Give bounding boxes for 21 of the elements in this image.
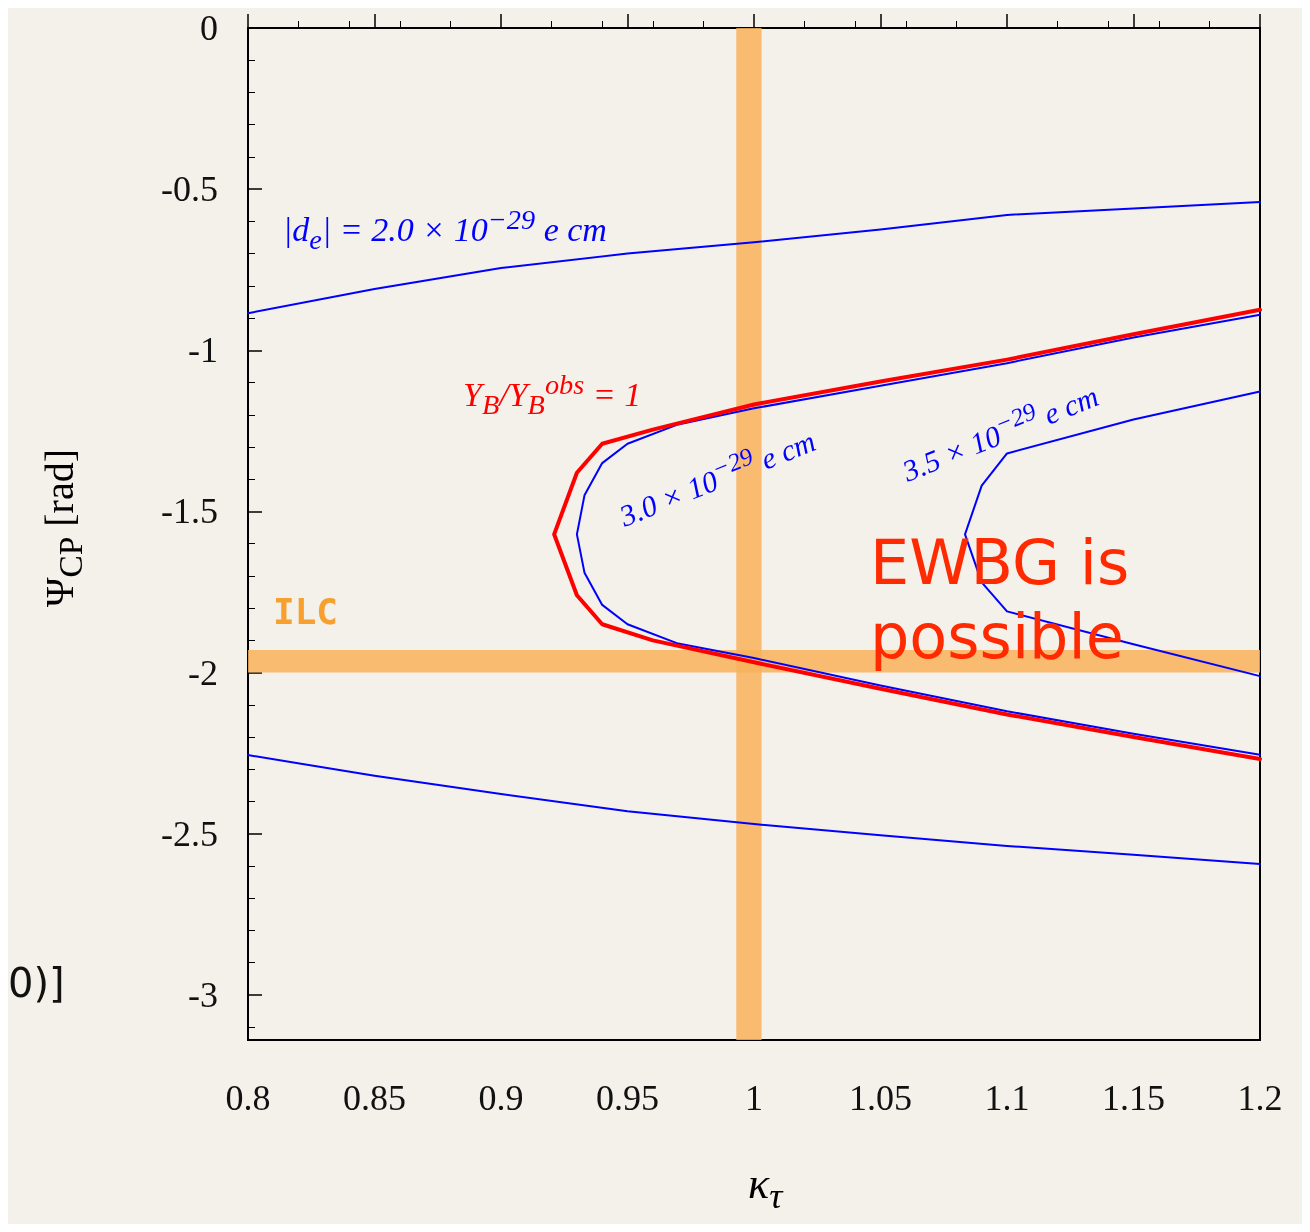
y-tick-label: -3 — [188, 974, 218, 1015]
y-tick-label: -1 — [188, 330, 218, 371]
x-tick-label: 1 — [745, 1078, 763, 1118]
x-tick-label: 0.9 — [478, 1078, 524, 1118]
y-tick-label: -2 — [188, 652, 218, 693]
x-tick-label: 0.85 — [343, 1078, 406, 1118]
x-tick-label: 0.8 — [225, 1078, 271, 1118]
y-tick-label: -0.5 — [161, 169, 218, 210]
x-tick-label: 1.2 — [1237, 1078, 1283, 1118]
x-tick-label: 1.1 — [984, 1078, 1030, 1118]
y-tick-label: 0 — [200, 8, 218, 48]
text: 0)] — [8, 959, 65, 1007]
x-tick-label: 1.15 — [1102, 1078, 1165, 1118]
y-tick-label: -2.5 — [161, 813, 218, 854]
x-tick-label: 0.95 — [596, 1078, 659, 1118]
band-label: ILC — [273, 590, 339, 632]
x-tick-label: 1.05 — [849, 1078, 912, 1118]
x-axis-title: κ$_{τ}$ — [748, 1158, 783, 1217]
annotation: Y$_{B}$/Y$_{B}$$^{obs}$ = 1 — [463, 367, 642, 423]
annotation: |d$_{e}$| = 2.0 × 10$^{−29}$ e cm — [283, 202, 607, 258]
y-tick-label: -1.5 — [161, 491, 218, 532]
